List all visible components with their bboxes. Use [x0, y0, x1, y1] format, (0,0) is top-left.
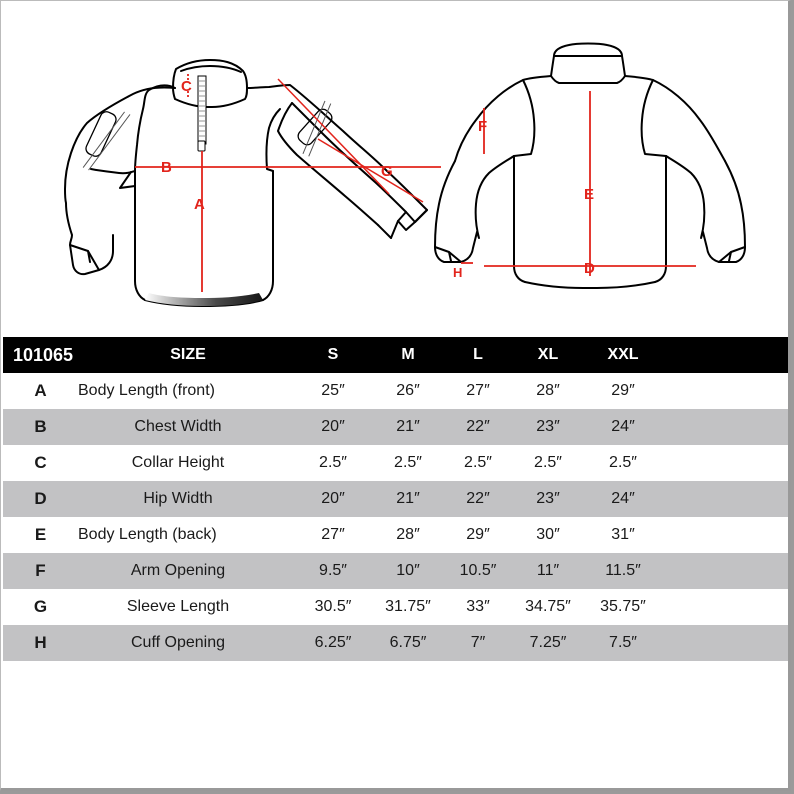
- svg-text:H: H: [453, 265, 462, 280]
- svg-text:B: B: [161, 159, 172, 176]
- svg-text:E: E: [584, 186, 594, 203]
- svg-text:C: C: [181, 78, 192, 95]
- svg-text:G: G: [381, 163, 393, 180]
- svg-text:F: F: [478, 118, 487, 135]
- svg-text:A: A: [194, 196, 205, 213]
- svg-text:D: D: [584, 260, 595, 277]
